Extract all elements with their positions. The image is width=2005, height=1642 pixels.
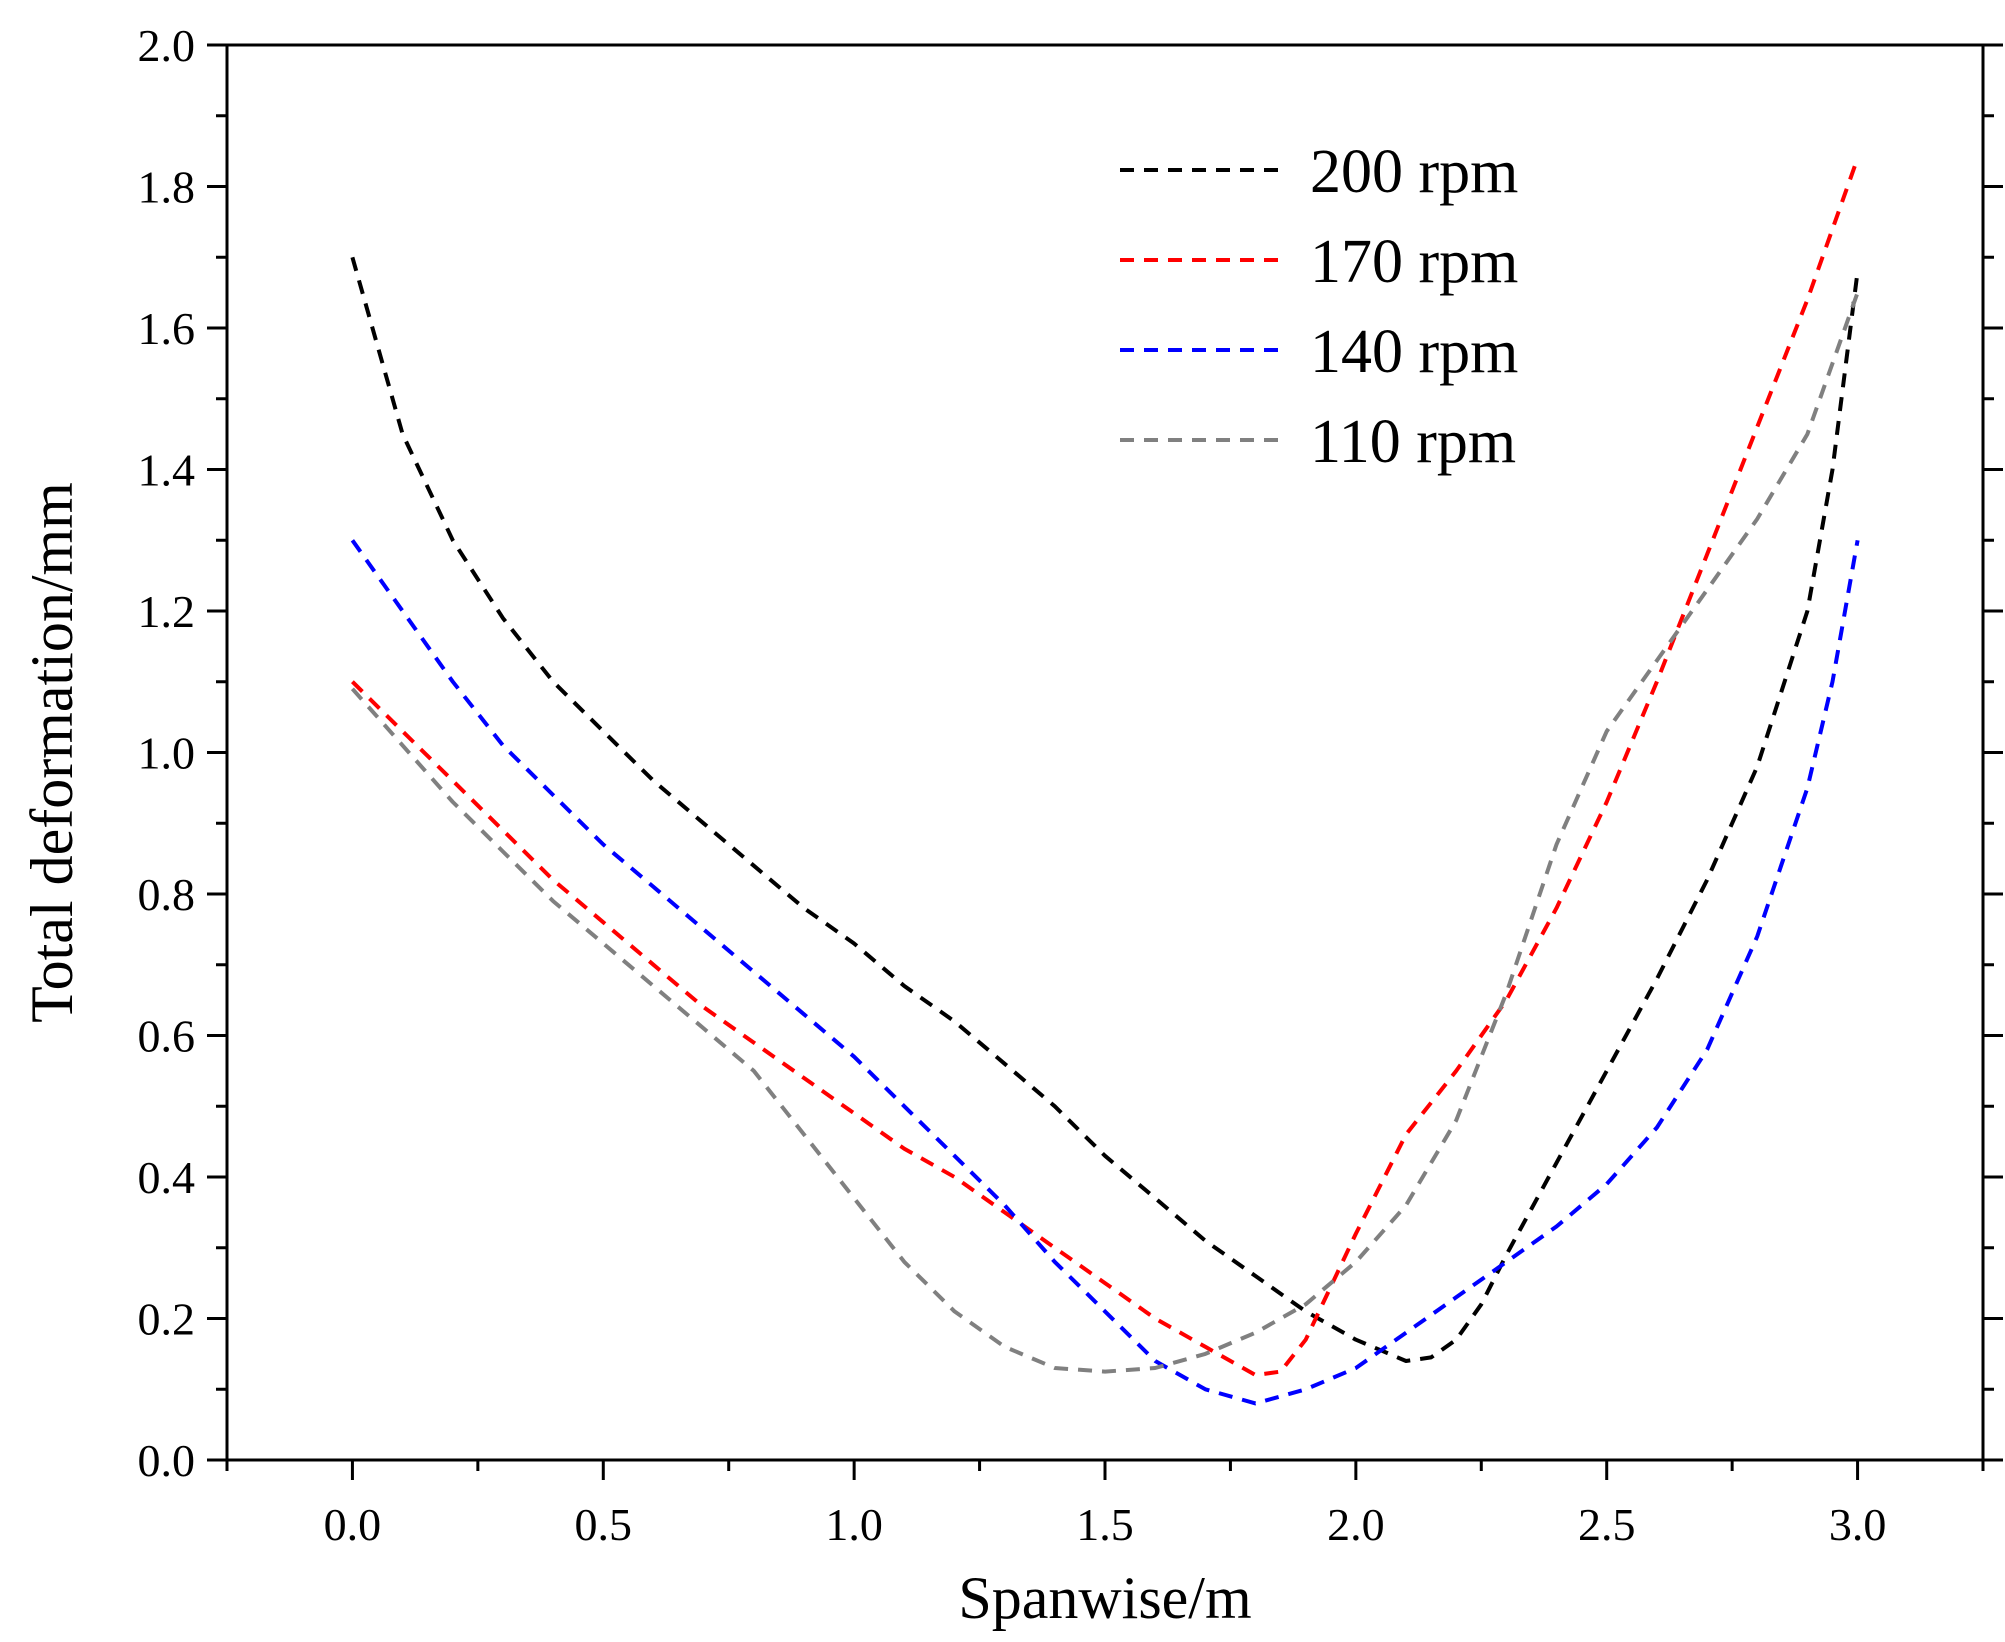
y-tick-label: 1.2 [138,586,196,637]
y-tick-label: 0.6 [138,1011,196,1062]
legend-label: 110 rpm [1310,408,1516,476]
x-axis: 0.0 0.5 1.0 1.5 2.0 2.5 3.0 [225,1460,1985,1550]
x-axis-title: Spanwise/m [958,1565,1251,1631]
x-tick-label: 2.5 [1578,1499,1636,1550]
legend-label: 200 rpm [1310,138,1518,206]
y-tick-label: 2.0 [138,20,196,71]
x-tick-label: 0.5 [575,1499,633,1550]
y-tick-label: 0.8 [138,869,196,920]
y-axis-title: Total deformation/mm [19,482,85,1023]
series-layer [350,157,1860,1406]
series-line-200-rpm [350,256,1860,1363]
y-tick-label: 0.4 [138,1152,196,1203]
y-tick-label: 0.0 [138,1435,196,1486]
y-tick-label: 1.0 [138,728,196,779]
y-tick-label: 1.6 [138,303,196,354]
series-line-110-rpm [350,291,1860,1374]
x-tick-label: 2.0 [1327,1499,1385,1550]
y-tick-label: 0.2 [138,1294,196,1345]
y-tick-label: 1.4 [138,445,196,496]
legend-label: 170 rpm [1310,228,1518,296]
legend-label: 140 rpm [1310,318,1518,386]
y-axis: 0.0 0.2 0.4 0.6 0.8 1.0 1.2 1.4 1.6 1.8 2.0 [138,20,2003,1486]
series-line-170-rpm [350,157,1860,1378]
series-line-140-rpm [350,539,1860,1406]
legend: 200 rpm 170 rpm 140 rpm 110 rpm [1120,138,1518,476]
x-tick-label: 0.0 [324,1499,382,1550]
y-tick-label: 1.8 [138,162,196,213]
x-tick-label: 1.5 [1076,1499,1134,1550]
x-tick-label: 3.0 [1829,1499,1887,1550]
x-tick-label: 1.0 [825,1499,883,1550]
